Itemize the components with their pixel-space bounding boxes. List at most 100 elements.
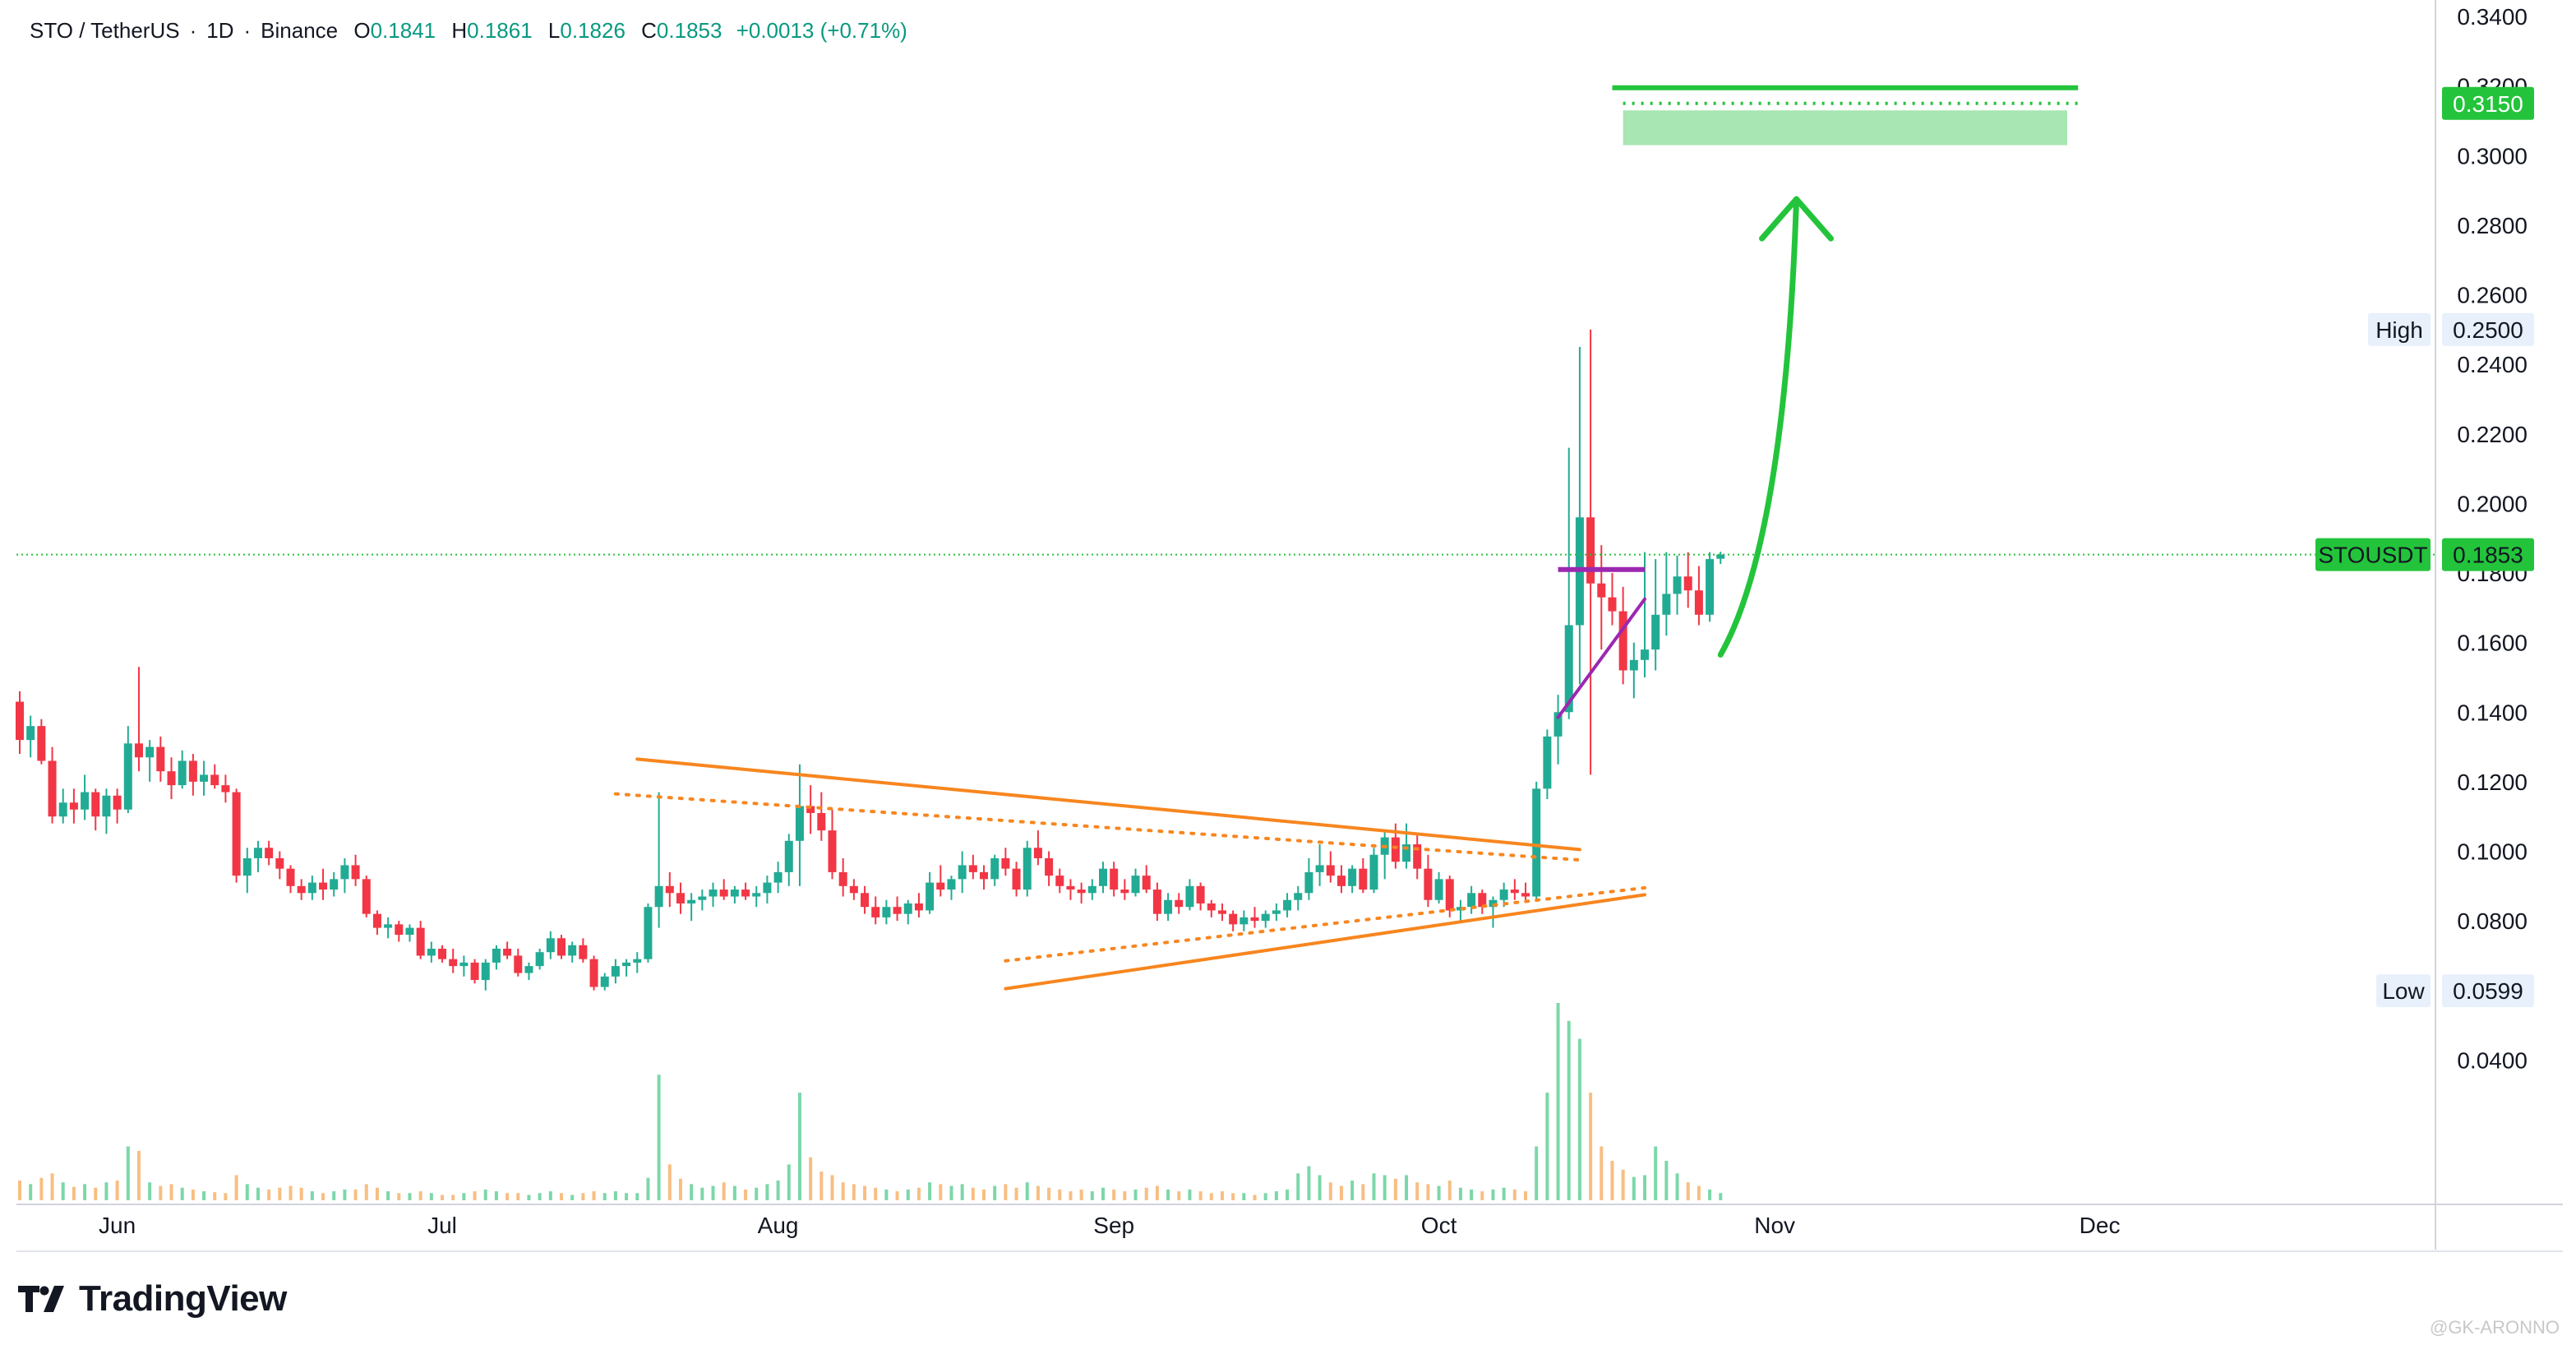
volume-bar — [776, 1181, 780, 1200]
candle-body — [1152, 890, 1161, 914]
candle-body — [893, 907, 902, 914]
current-price-badge-value: 0.1853 — [2453, 543, 2523, 568]
arrow-head-icon — [1759, 196, 1835, 242]
candle-body — [1142, 876, 1151, 890]
candle-body — [69, 802, 78, 810]
candle-body — [1120, 890, 1129, 894]
candle-body — [1261, 913, 1270, 922]
price-tick-label: 0.1600 — [2457, 631, 2528, 656]
volume-bar — [1036, 1185, 1040, 1200]
candle-body — [1012, 868, 1021, 890]
price-tick-label: 0.2000 — [2457, 491, 2528, 516]
candle-body — [1240, 917, 1249, 925]
candle-body — [557, 938, 566, 956]
volume-bar — [787, 1164, 791, 1200]
candle-body — [1564, 625, 1573, 713]
price-tick-label: 0.1200 — [2457, 769, 2528, 795]
volume-bar — [1697, 1185, 1701, 1200]
volume-bar — [527, 1195, 531, 1200]
candle-body — [492, 948, 501, 963]
volume-bar — [993, 1185, 997, 1200]
volume-bar — [1047, 1187, 1051, 1200]
candle-body — [167, 771, 176, 786]
current-price-badge[interactable]: STOUSDT 0.1853 — [2315, 538, 2534, 571]
volume-bar — [1350, 1181, 1355, 1200]
volume-bar — [1600, 1146, 1604, 1200]
price-tick-label: 0.3400 — [2457, 4, 2528, 30]
interval[interactable]: 1D — [206, 18, 234, 43]
volume-bar — [1263, 1193, 1267, 1200]
volume-bar — [732, 1185, 736, 1200]
volume-bar — [516, 1193, 520, 1200]
volume-bar — [72, 1186, 76, 1200]
low-badge-label: Low — [2382, 978, 2425, 1004]
candle-body — [113, 795, 122, 810]
time-axis-label: Nov — [1754, 1213, 1795, 1238]
dotted-trendline[interactable] — [1004, 885, 1646, 963]
candle-body — [405, 927, 414, 936]
candle-body — [1272, 910, 1281, 914]
candle-body — [817, 812, 826, 831]
candle-body — [384, 924, 393, 928]
volume-bar — [667, 1164, 672, 1200]
candle-body — [1510, 890, 1519, 894]
time-axis-label: Jun — [99, 1213, 136, 1238]
volume-bar — [711, 1185, 715, 1200]
volume-bar — [1447, 1181, 1452, 1200]
candle-body — [1716, 554, 1725, 559]
time-axis-label: Aug — [758, 1213, 799, 1238]
price-tick-label: 0.2400 — [2457, 352, 2528, 377]
volume-bar — [657, 1074, 661, 1200]
volume-bar — [506, 1193, 510, 1200]
volume-bar — [267, 1189, 271, 1200]
trendline[interactable] — [1004, 893, 1646, 991]
symbol-name[interactable]: STO / TetherUS — [30, 18, 180, 43]
candle-body — [589, 959, 598, 987]
volume-bar — [797, 1093, 801, 1200]
high-badge-value-bg — [2442, 312, 2534, 346]
volume-bar — [104, 1182, 108, 1200]
volume-bar — [1296, 1173, 1300, 1200]
volume-bar — [928, 1182, 932, 1200]
high-badge[interactable]: High 0.2500 — [2368, 312, 2534, 346]
volume-bar — [960, 1184, 964, 1200]
low-badge[interactable]: Low 0.0599 — [2376, 974, 2534, 1008]
candle-body — [427, 948, 436, 956]
volume-bar — [310, 1191, 314, 1200]
candle-body — [568, 945, 577, 956]
volume-bar — [895, 1191, 899, 1200]
volume-bar — [289, 1185, 293, 1200]
candle-body — [1110, 868, 1119, 890]
target-price-badge[interactable]: 0.3150 — [2442, 86, 2534, 120]
candle-body — [1586, 517, 1595, 584]
trendline[interactable] — [1556, 597, 1646, 719]
volume-bar — [364, 1184, 368, 1200]
candle-body — [784, 840, 793, 872]
current-price-badge-label-bg — [2315, 538, 2431, 571]
candle-body — [926, 882, 935, 911]
target-arrow[interactable] — [1717, 196, 1800, 658]
candle-body — [81, 792, 90, 810]
tradingview-brand[interactable]: TradingView — [18, 1278, 287, 1319]
volume-bar — [1567, 1020, 1571, 1200]
target-zone[interactable] — [1623, 110, 2068, 146]
volume-bar — [483, 1189, 487, 1200]
close-label: C — [641, 18, 657, 43]
volume-bar — [1069, 1191, 1073, 1200]
candle-body — [514, 955, 523, 973]
volume-bar — [939, 1184, 943, 1200]
volume-bar — [1643, 1175, 1646, 1200]
dotted-trendline[interactable] — [613, 792, 1581, 862]
trendline[interactable] — [635, 757, 1581, 852]
candle-body — [1499, 890, 1508, 900]
candle-body — [1662, 594, 1671, 615]
time-axis-label: Sep — [1093, 1213, 1134, 1238]
candle-body — [1164, 899, 1173, 914]
volume-bar — [1556, 1003, 1560, 1200]
candle-body — [232, 792, 241, 876]
volume-bar — [191, 1189, 195, 1200]
candle-body — [1706, 559, 1715, 615]
candle-body — [156, 746, 165, 772]
